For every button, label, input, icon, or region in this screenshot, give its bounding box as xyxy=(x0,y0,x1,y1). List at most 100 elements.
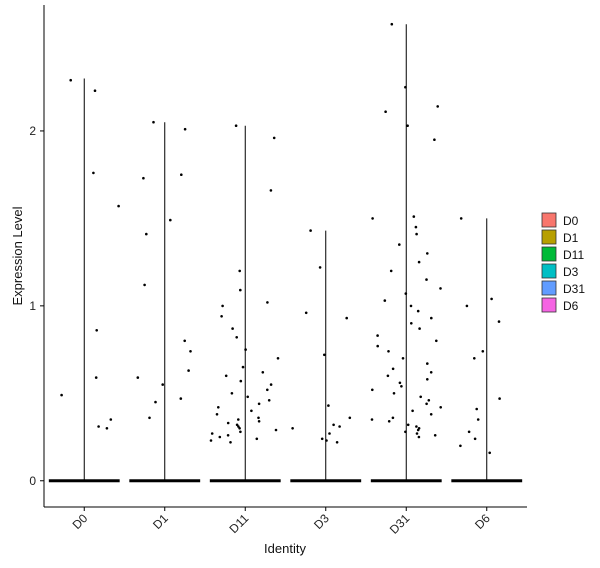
point-d31-14 xyxy=(425,278,428,281)
point-d11-6 xyxy=(221,304,224,308)
point-d11-38 xyxy=(209,439,213,442)
point-d31-17 xyxy=(383,299,387,302)
point-d31-44 xyxy=(370,418,374,421)
point-d31-23 xyxy=(376,334,379,337)
point-d11-28 xyxy=(226,421,230,425)
point-d31-45 xyxy=(387,420,391,423)
point-d6-5 xyxy=(473,357,476,360)
violin-group-d0 xyxy=(48,78,120,483)
x-tick-label-d0: D0 xyxy=(70,511,91,532)
violin-group-d3 xyxy=(290,229,362,483)
point-d0-3 xyxy=(117,204,120,208)
point-d1-7 xyxy=(183,339,186,343)
point-d3-0 xyxy=(309,229,312,232)
point-d3-3 xyxy=(345,316,349,320)
point-d11-14 xyxy=(224,374,228,378)
point-d31-4 xyxy=(406,124,409,127)
x-tick-label-d31: D31 xyxy=(387,511,413,537)
point-d31-9 xyxy=(415,232,418,236)
x-tick-label-d1: D1 xyxy=(150,511,171,532)
legend-key-d3 xyxy=(541,263,557,279)
point-d11-5 xyxy=(266,301,269,304)
point-d31-8 xyxy=(414,225,418,229)
point-d31-16 xyxy=(404,292,408,295)
legend-key-d0 xyxy=(541,212,557,228)
point-d31-21 xyxy=(410,322,413,325)
point-d11-12 xyxy=(241,365,245,369)
point-d3-7 xyxy=(332,423,335,427)
legend-label-d0: D0 xyxy=(563,214,579,228)
point-d6-12 xyxy=(488,451,492,455)
point-d1-5 xyxy=(145,232,148,236)
point-d31-27 xyxy=(401,357,405,360)
point-d11-10 xyxy=(244,348,247,351)
point-d3-6 xyxy=(348,416,352,420)
point-d31-26 xyxy=(387,350,390,353)
point-d11-8 xyxy=(231,327,234,330)
point-d31-52 xyxy=(433,434,437,437)
y-tick-label-2: 2 xyxy=(29,124,36,138)
x-ticks: D0 D1 D11 D3 D31 D6 xyxy=(70,507,493,537)
point-d11-24 xyxy=(215,413,219,416)
point-d6-8 xyxy=(476,418,480,421)
point-d3-1 xyxy=(318,266,322,269)
legend-label-d11: D11 xyxy=(563,248,584,262)
point-d1-8 xyxy=(189,350,192,353)
point-d31-46 xyxy=(406,423,410,427)
point-d31-0 xyxy=(390,22,394,26)
violin-group-d11 xyxy=(209,124,281,483)
point-d11-31 xyxy=(238,427,241,430)
point-d11-35 xyxy=(226,434,230,437)
point-d11-1 xyxy=(272,136,276,140)
point-d1-12 xyxy=(179,397,183,400)
point-d11-0 xyxy=(234,124,238,127)
point-d31-38 xyxy=(427,399,431,402)
violin-group-d1 xyxy=(129,120,201,483)
point-d31-41 xyxy=(411,409,414,413)
point-d31-30 xyxy=(429,371,433,374)
point-d6-0 xyxy=(459,217,463,220)
point-d6-6 xyxy=(498,397,501,400)
point-d11-3 xyxy=(238,269,241,273)
point-d31-1 xyxy=(404,85,407,89)
point-d11-20 xyxy=(267,399,271,402)
point-d1-4 xyxy=(169,218,172,222)
point-d31-11 xyxy=(426,252,429,255)
violin-group-d31 xyxy=(370,22,443,483)
point-d3-5 xyxy=(327,404,330,407)
x-tick-label-d3: D3 xyxy=(311,511,332,532)
point-d0-4 xyxy=(95,329,98,332)
point-d1-13 xyxy=(154,400,157,404)
point-d31-50 xyxy=(404,430,407,434)
point-d6-3 xyxy=(497,320,501,323)
point-d31-18 xyxy=(409,304,413,308)
point-d6-4 xyxy=(481,350,485,353)
point-d6-11 xyxy=(459,444,462,448)
point-d11-17 xyxy=(266,388,269,392)
point-d31-6 xyxy=(412,215,416,218)
y-tick-label-1: 1 xyxy=(29,299,36,313)
point-d31-31 xyxy=(386,374,390,378)
point-d3-13 xyxy=(335,441,339,444)
point-d11-32 xyxy=(274,428,278,432)
point-d31-24 xyxy=(435,339,438,343)
point-d31-29 xyxy=(391,367,395,371)
point-d31-7 xyxy=(371,217,374,220)
point-d31-15 xyxy=(439,287,442,290)
point-d31-10 xyxy=(398,243,401,246)
axes xyxy=(43,5,527,508)
point-d31-3 xyxy=(384,110,387,113)
point-d6-1 xyxy=(490,297,493,301)
point-d11-9 xyxy=(235,336,238,339)
point-d31-49 xyxy=(416,428,420,432)
point-d1-14 xyxy=(148,416,151,420)
point-d0-0 xyxy=(93,89,97,92)
legend: D0 D1 D11 D3 D31 D6 xyxy=(541,212,585,313)
y-ticks: 0 1 2 xyxy=(29,124,44,488)
point-d1-11 xyxy=(161,383,164,386)
point-d0-1 xyxy=(69,78,72,82)
point-d6-2 xyxy=(465,304,469,308)
point-d11-34 xyxy=(210,432,214,435)
point-d3-11 xyxy=(320,437,324,441)
legend-label-d1: D1 xyxy=(563,231,579,245)
